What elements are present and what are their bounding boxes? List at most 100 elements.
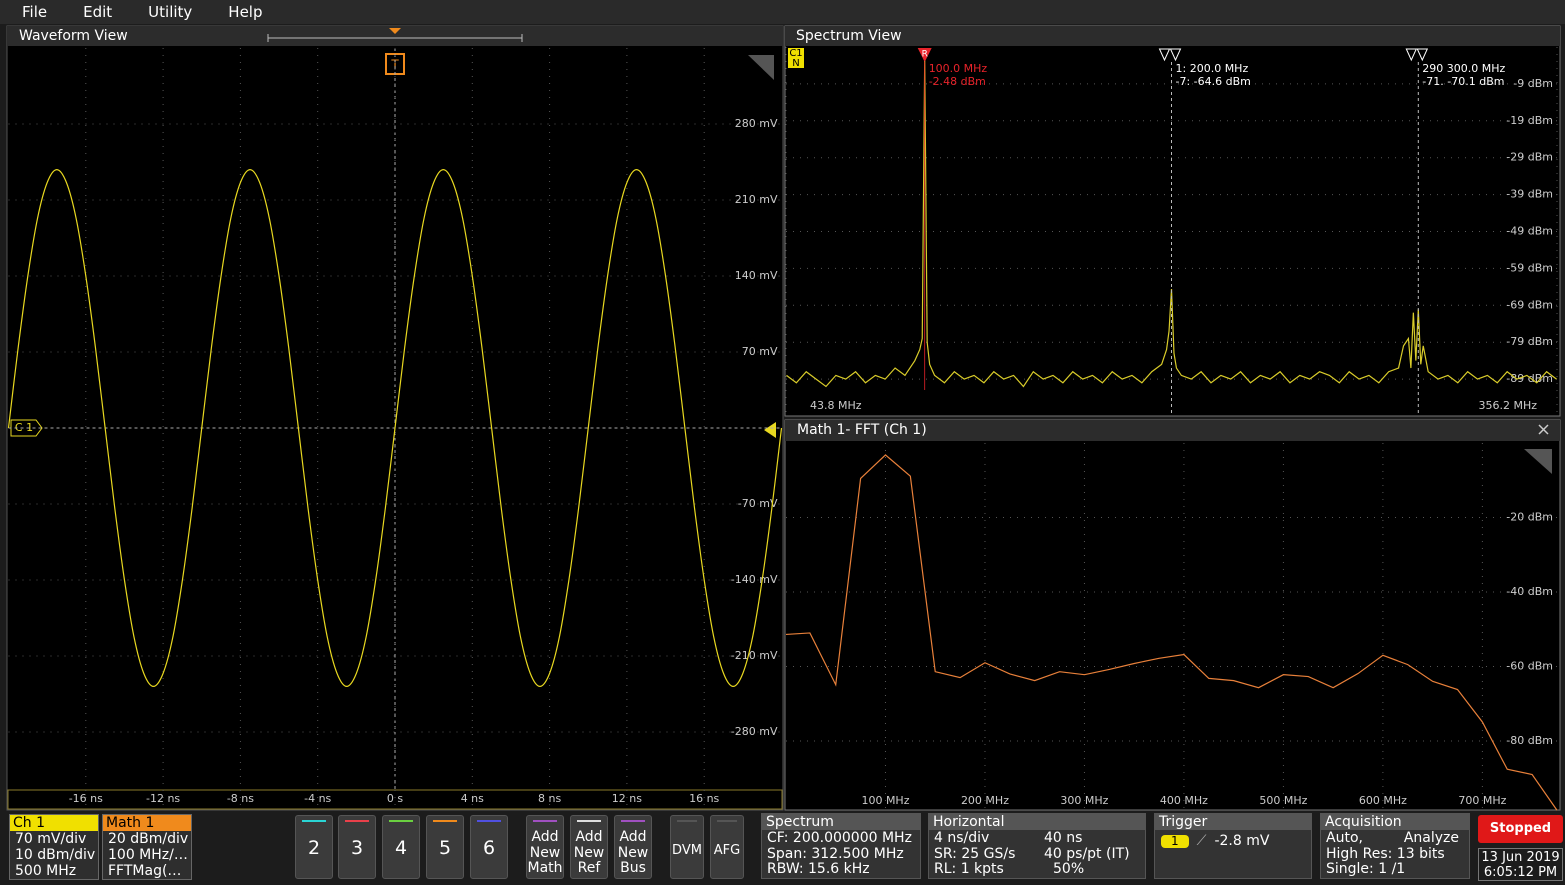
button-label: DVM [672, 843, 702, 858]
button-label: New [573, 844, 605, 861]
button-label: New [617, 844, 649, 861]
button-label: 4 [394, 837, 408, 859]
y-tick-label: -20 dBm [1506, 510, 1553, 523]
y-tick-label: -49 dBm [1506, 225, 1553, 238]
add-bus-button[interactable]: Add New Bus [614, 815, 652, 879]
math-title-bar [785, 420, 1560, 441]
y-tick-label: -280 mV [731, 725, 778, 738]
trigger-level: -2.8 mV [1214, 833, 1270, 849]
y-tick-label: -59 dBm [1506, 261, 1553, 274]
y-tick-label: -89 dBm [1506, 372, 1553, 385]
panel-title: Spectrum [762, 814, 920, 830]
channel-button[interactable]: 6 [470, 815, 508, 879]
trigger-label: T [390, 58, 399, 72]
y-tick-label: -29 dBm [1506, 151, 1553, 164]
button-label: 3 [350, 837, 364, 859]
marker-name: R [922, 50, 928, 60]
channel-label: C 1 [15, 421, 33, 434]
trigger-arrow [389, 28, 401, 34]
y-tick-label: -210 mV [731, 649, 778, 662]
marker-frequency: 1: 200.0 MHz [1176, 62, 1249, 75]
spectrum-title: Spectrum View [796, 28, 902, 44]
marker-level: -71. -70.1 dBm [1422, 75, 1504, 88]
x-tick-label: 600 MHz [1359, 794, 1407, 807]
marker-level: -2.48 dBm [929, 75, 986, 88]
y-tick-label: -79 dBm [1506, 335, 1553, 348]
button-label: Ref [577, 860, 601, 876]
y-tick-label: -19 dBm [1506, 114, 1553, 127]
waveform-title: Waveform View [19, 28, 128, 44]
acquisition-settings[interactable]: Acquisition Auto, Analyze High Res: 13 bi… [1320, 813, 1470, 879]
menu-item[interactable]: Help [228, 3, 263, 21]
x-tick-label: 200 MHz [961, 794, 1009, 807]
record-bar [267, 34, 523, 42]
setting: RL: 1 kpts [934, 861, 1004, 877]
y-tick-label: 280 mV [735, 117, 778, 130]
ch1-label: Ch 1 [10, 815, 98, 831]
zoom-icon[interactable] [1524, 449, 1552, 474]
channel-button[interactable]: 3 [338, 815, 376, 879]
clock: 13 Jun 2019 6:05:12 PM [1478, 848, 1563, 881]
marker-flag [917, 48, 932, 62]
channel-button[interactable]: 2 [295, 815, 333, 879]
trigger-source: 1 [1161, 834, 1189, 848]
zoom-icon[interactable] [748, 55, 774, 80]
x-tick-label: 400 MHz [1160, 794, 1208, 807]
x-tick-label: 43.8 MHz [810, 399, 862, 412]
button-label: 5 [438, 837, 452, 859]
add-math-button[interactable]: Add New Math [526, 815, 564, 879]
setting: High Res: 13 bits [1326, 845, 1445, 862]
panel-title: Horizontal [929, 814, 1145, 830]
math1-setting: FFTMag(… [108, 863, 182, 879]
y-tick-label: -60 dBm [1506, 659, 1553, 672]
spectrum-panel [784, 25, 1561, 417]
x-tick-label: 100 MHz [861, 794, 909, 807]
marker-frequency: 100.0 MHz [929, 62, 988, 75]
ch1-badge[interactable]: Ch 1 70 mV/div 10 dBm/div 500 MHz [9, 814, 99, 880]
spectrum-settings[interactable]: Spectrum CF: 200.000000 MHz Span: 312.50… [761, 813, 921, 879]
channel-button[interactable]: 5 [426, 815, 464, 879]
menu-item[interactable]: Utility [148, 3, 193, 21]
horizontal-settings[interactable]: Horizontal 4 ns/div SR: 25 GS/s RL: 1 kpts… [928, 813, 1146, 879]
add-ref-button[interactable]: Add New Ref [570, 815, 608, 879]
trigger-box [385, 53, 405, 75]
trigger-settings[interactable]: Trigger 1 ⟋ -2.8 mV [1154, 813, 1312, 879]
x-tick-label: 8 ns [538, 792, 561, 805]
panel-title: Trigger [1155, 814, 1311, 830]
badge-top: C1 [789, 48, 802, 59]
x-tick-label: -16 ns [69, 792, 103, 805]
trace [786, 59, 1557, 388]
y-tick-label: 140 mV [735, 269, 778, 282]
close-icon[interactable] [1538, 424, 1549, 435]
spectrum-title-bar [785, 26, 1560, 46]
math1-badge[interactable]: Math 1 20 dBm/div 100 MHz/… FFTMag(… [102, 814, 192, 880]
marker-triangle [1158, 48, 1182, 62]
x-tick-label: 4 ns [461, 792, 484, 805]
slope-icon: ⟋ [1196, 833, 1207, 849]
setting: 40 ps/pt (IT) [1044, 845, 1130, 862]
date: 13 Jun 2019 [1481, 850, 1560, 865]
marker-triangle [1405, 48, 1429, 62]
y-tick-label: -70 mV [738, 497, 778, 510]
afg-button[interactable]: AFG [710, 815, 744, 879]
ch1-setting: 500 MHz [15, 863, 77, 879]
y-tick-label: 70 mV [742, 345, 778, 358]
dvm-button[interactable]: DVM [670, 815, 704, 879]
math1-label: Math 1 [103, 815, 191, 831]
button-label: 2 [307, 837, 321, 859]
button-label: Math [527, 860, 563, 876]
ch1-setting: 70 mV/div [15, 831, 87, 847]
y-tick-label: -80 dBm [1506, 734, 1553, 747]
button-label: New [529, 844, 561, 861]
menu-item[interactable]: Edit [83, 3, 113, 21]
channel-button[interactable]: 4 [382, 815, 420, 879]
setting: 40 ns [1044, 830, 1083, 846]
menu-item[interactable]: File [22, 3, 48, 21]
button-label: AFG [713, 843, 741, 858]
setting: Analyze [1403, 830, 1459, 846]
menu-bar: File Edit Utility Help [0, 0, 1565, 24]
y-tick-label: -69 dBm [1506, 298, 1553, 311]
run-stop-button[interactable]: Stopped [1478, 815, 1563, 843]
setting: Auto, [1326, 830, 1363, 846]
